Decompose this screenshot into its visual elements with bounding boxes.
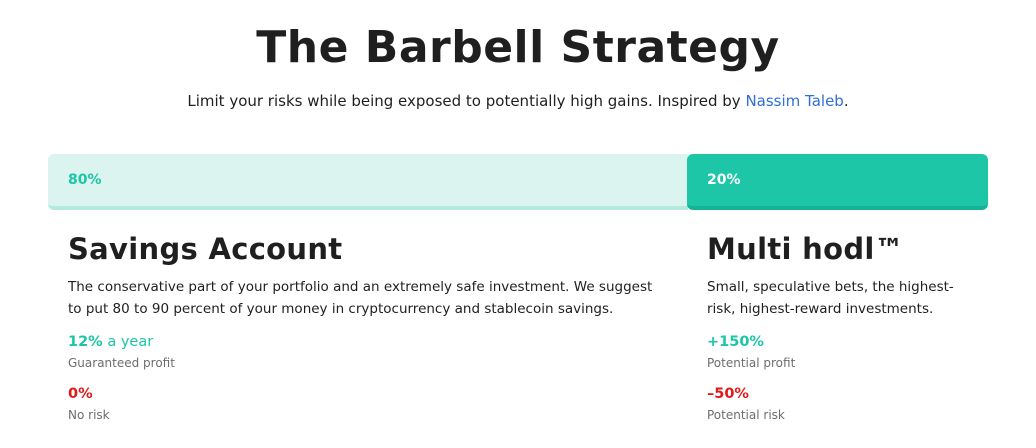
multi-hodl-heading: Multi hodl™ — [707, 232, 904, 266]
savings-profit-stat: 12% a year Guaranteed profit — [68, 332, 668, 372]
hodl-profit-label: Potential profit — [707, 356, 796, 370]
hodl-allocation-label: 20% — [707, 172, 741, 188]
subtitle-text: Limit your risks while being exposed to … — [187, 92, 746, 110]
savings-profit-value: 12% a year — [68, 332, 668, 352]
savings-allocation-segment: 80% — [48, 154, 688, 210]
hodl-risk-stat: –50% Potential risk — [707, 384, 957, 424]
allocation-bar: 80% 20% — [48, 154, 988, 210]
hodl-risk-label: Potential risk — [707, 408, 785, 422]
multi-hodl-column: Multi hodl™ Small, speculative bets, the… — [707, 232, 957, 424]
hodl-profit-value: +150% — [707, 334, 764, 350]
savings-profit-suffix: a year — [102, 334, 154, 350]
page-title: The Barbell Strategy — [256, 22, 780, 73]
savings-risk-label: No risk — [68, 408, 110, 422]
savings-profit-number: 12% — [68, 334, 103, 350]
savings-account-heading: Savings Account — [68, 232, 343, 266]
nassim-taleb-link[interactable]: Nassim Taleb — [745, 92, 844, 110]
hodl-allocation-segment: 20% — [687, 154, 988, 210]
page-subtitle: Limit your risks while being exposed to … — [0, 92, 1036, 110]
savings-account-description: The conservative part of your portfolio … — [68, 279, 653, 317]
savings-profit-label: Guaranteed profit — [68, 356, 175, 370]
savings-account-column: Savings Account The conservative part of… — [68, 232, 668, 424]
multi-hodl-description: Small, speculative bets, the highest-ris… — [707, 279, 954, 317]
hodl-risk-value: –50% — [707, 386, 749, 402]
savings-allocation-label: 80% — [68, 172, 102, 188]
savings-risk-value: 0% — [68, 386, 93, 402]
subtitle-end: . — [843, 92, 849, 110]
hodl-profit-stat: +150% Potential profit — [707, 332, 957, 372]
savings-risk-stat: 0% No risk — [68, 384, 668, 424]
